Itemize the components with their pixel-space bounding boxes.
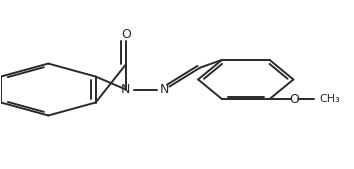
Text: O: O bbox=[289, 93, 299, 106]
Text: N: N bbox=[160, 83, 169, 96]
Text: CH₃: CH₃ bbox=[320, 94, 341, 104]
Text: O: O bbox=[121, 28, 131, 41]
Text: N: N bbox=[121, 83, 131, 96]
